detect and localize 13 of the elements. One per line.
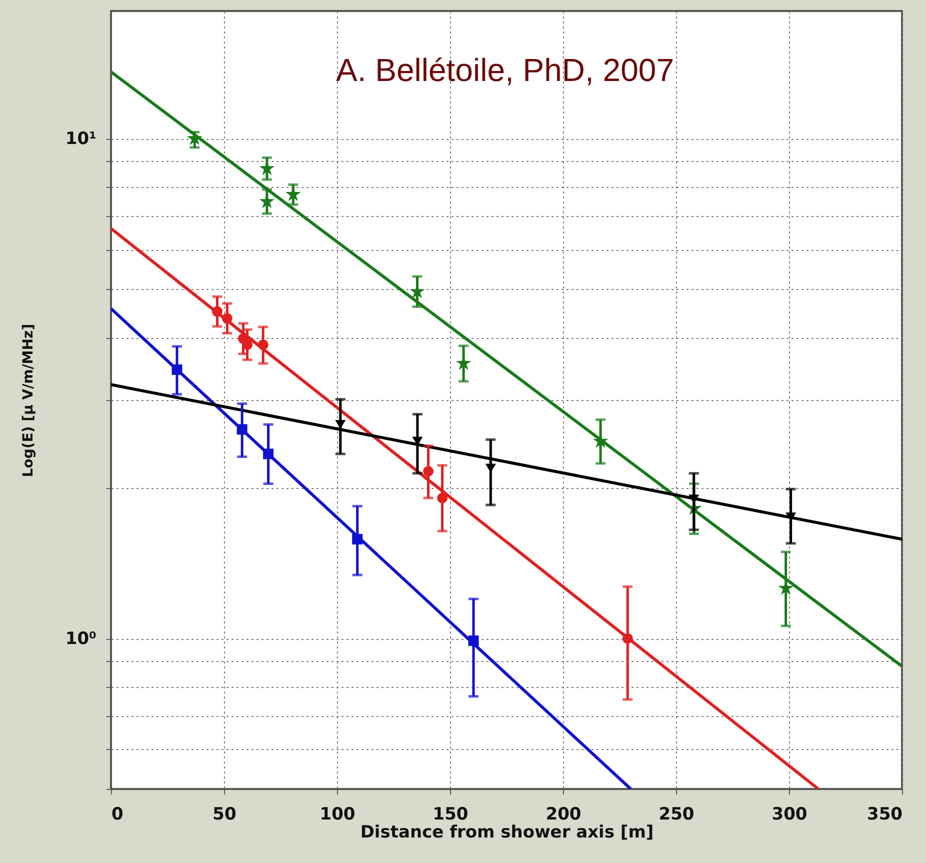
y-tick-label: 10¹ [65,129,96,150]
y-tick-label: 10⁰ [65,629,96,650]
x-tick-label: 0 [112,804,124,824]
x-tick-label: 50 [212,804,236,824]
y-axis-title: Log(E) [µ V/m/MHz] [20,324,36,478]
x-tick-label: 350 [867,804,903,824]
annotation: A. Bellétoile, PhD, 2007 [336,52,674,88]
x-tick-label: 300 [772,804,808,824]
x-tick-label: 150 [432,804,468,824]
x-tick-label: 250 [658,804,694,824]
x-tick-label: 200 [546,804,582,824]
x-axis-title: Distance from shower axis [m] [360,822,654,842]
x-tick-label: 100 [320,804,356,824]
